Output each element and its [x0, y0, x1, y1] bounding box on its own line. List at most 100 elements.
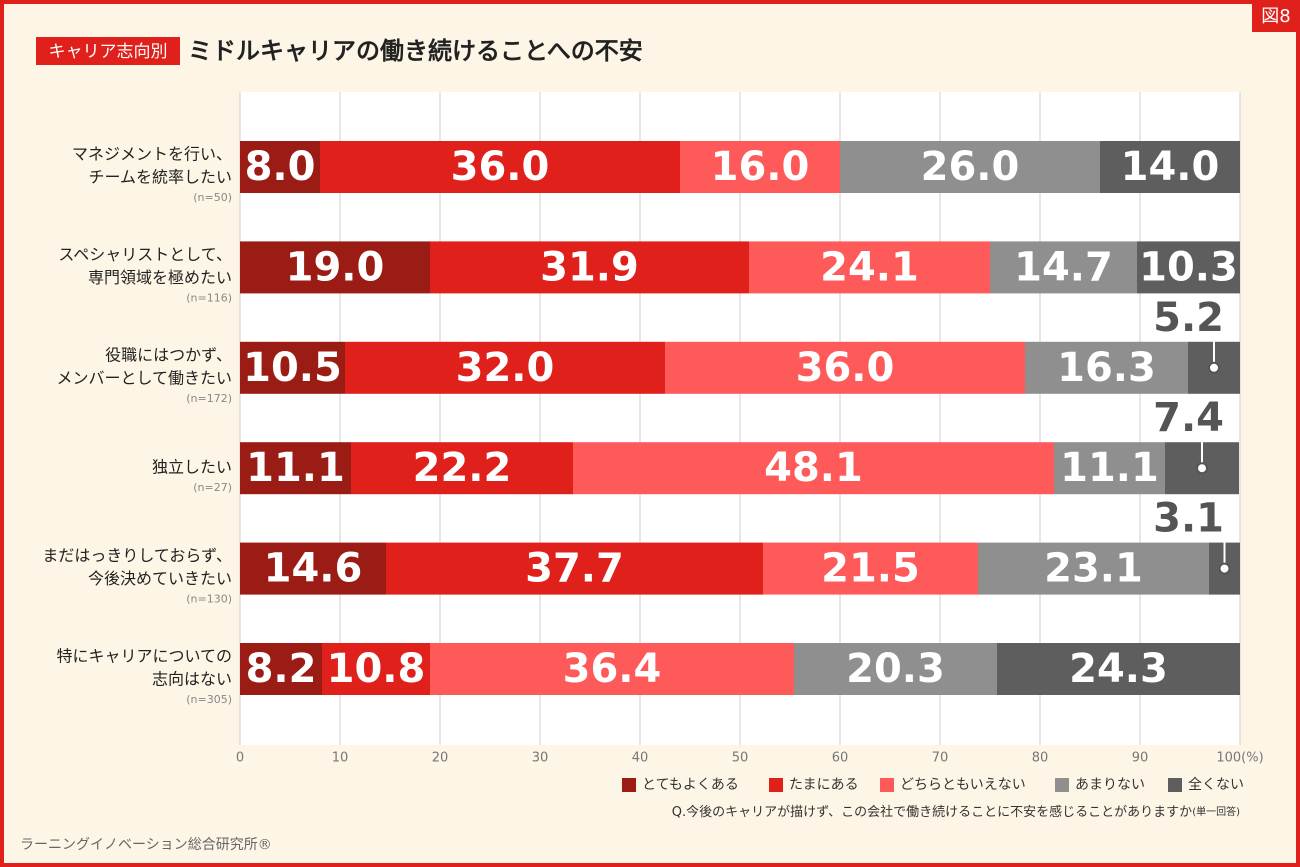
data-label: 14.0	[1121, 144, 1220, 190]
bar-segment	[1054, 442, 1165, 495]
data-label: 31.9	[540, 244, 639, 290]
data-label: 10.5	[243, 345, 342, 391]
data-label: 3.1	[1153, 496, 1224, 542]
source: ラーニングイノベーション総合研究所®	[20, 837, 272, 853]
bar-segment	[1025, 341, 1188, 394]
legend-label: とてもよくある	[642, 777, 739, 793]
sample-size: (n=27)	[193, 481, 232, 494]
note-suffix: (単一回答)	[1192, 805, 1240, 818]
category-label: まだはっきりしておらず、	[42, 546, 232, 565]
x-tick-label: 30	[532, 751, 549, 766]
bar-segment	[240, 542, 386, 595]
x-tick-label: 100(%)	[1216, 751, 1263, 766]
x-tick-label: 0	[236, 751, 244, 766]
chart-title: ミドルキャリアの働き続けることへの不安	[188, 37, 643, 65]
data-label: 8.0	[245, 144, 316, 190]
sample-size: (n=50)	[193, 191, 232, 204]
x-tick-label: 90	[1132, 751, 1149, 766]
x-tick-label: 50	[732, 751, 749, 766]
sample-size: (n=116)	[186, 291, 232, 304]
data-label: 7.4	[1153, 395, 1224, 441]
data-label: 36.0	[796, 345, 895, 391]
leader-dot	[1208, 361, 1220, 374]
bar-segment	[680, 141, 840, 193]
bar-segment	[1100, 141, 1240, 193]
bar-segment	[351, 442, 573, 495]
category-label: マネジメントを行い、	[72, 145, 232, 164]
sample-size: (n=130)	[186, 593, 232, 606]
note-text: Q.今後のキャリアが描けず、この会社で働き続けることに不安を感じることがあります…	[672, 804, 1192, 820]
legend-swatch	[1055, 778, 1069, 792]
bar-segment	[573, 442, 1054, 495]
data-label: 14.6	[264, 546, 363, 592]
data-label: 8.2	[246, 646, 317, 692]
bar-segment	[794, 643, 997, 695]
bar-segment	[240, 341, 345, 394]
note: Q.今後のキャリアが描けず、この会社で働き続けることに不安を感じることがあります…	[672, 804, 1240, 820]
bar-segment	[763, 542, 978, 595]
bar-segment	[665, 341, 1025, 394]
bar-segment	[240, 442, 351, 495]
legend-label: あまりない	[1075, 777, 1145, 793]
legend-label: たまにある	[789, 777, 859, 793]
category-label: 今後決めていきたい	[88, 569, 232, 588]
data-label: 32.0	[456, 345, 555, 391]
bar-segment	[997, 643, 1240, 695]
data-label: 36.0	[451, 144, 550, 190]
legend-swatch	[769, 778, 783, 792]
legend-swatch	[880, 778, 894, 792]
x-tick-label: 60	[832, 751, 849, 766]
data-label: 24.1	[820, 244, 919, 290]
legend-label: どちらともいえない	[900, 777, 1026, 793]
category-label: 役職にはつかず、	[105, 345, 232, 364]
tag: キャリア志向別	[49, 42, 168, 62]
bar-segment	[240, 241, 430, 294]
data-label: 5.2	[1153, 295, 1224, 341]
tag-box	[36, 37, 180, 65]
bar-segment	[322, 643, 430, 695]
legend-label: 全くない	[1188, 776, 1244, 793]
bar-segment	[978, 542, 1209, 595]
bar-segment	[990, 241, 1137, 294]
data-label: 37.7	[525, 546, 624, 592]
data-label: 16.0	[711, 144, 810, 190]
sample-size: (n=305)	[186, 693, 232, 706]
data-label: 10.3	[1139, 244, 1238, 290]
x-tick-label: 40	[632, 751, 649, 766]
bar-segment	[840, 141, 1100, 193]
bar-segment	[320, 141, 680, 193]
data-label: 26.0	[921, 144, 1020, 190]
category-label: 専門領域を極めたい	[88, 268, 232, 287]
data-label: 11.1	[1060, 445, 1159, 491]
data-label: 19.0	[286, 244, 385, 290]
bar-segment	[1137, 241, 1240, 294]
bar-segment	[345, 341, 665, 394]
sample-size: (n=172)	[186, 392, 232, 405]
x-tick-label: 10	[332, 751, 349, 766]
leader-dot	[1218, 562, 1231, 575]
category-label: チームを統率したい	[88, 168, 232, 187]
bar-segment	[240, 643, 322, 695]
x-tick-label: 70	[932, 751, 949, 766]
data-label: 16.3	[1057, 345, 1156, 391]
category-label: 独立したい	[152, 458, 232, 477]
bar-segment	[240, 141, 320, 193]
legend-swatch	[622, 778, 636, 792]
bar-segment	[430, 241, 749, 294]
x-tick-label: 20	[432, 751, 449, 766]
data-label: 36.4	[563, 646, 662, 692]
figure-label: 図8	[1261, 6, 1290, 27]
data-label: 14.7	[1014, 244, 1113, 290]
data-label: 10.8	[327, 646, 426, 692]
data-label: 23.1	[1044, 546, 1143, 592]
leader-dot	[1196, 462, 1208, 475]
category-label: 志向はない	[152, 670, 232, 689]
data-label: 22.2	[413, 445, 512, 491]
figure-badge	[1252, 0, 1300, 32]
data-label: 48.1	[764, 445, 863, 491]
data-label: 21.5	[821, 546, 920, 592]
legend-swatch	[1168, 778, 1182, 792]
category-label: スペシャリストとして、	[58, 245, 232, 264]
data-label: 20.3	[846, 646, 945, 692]
